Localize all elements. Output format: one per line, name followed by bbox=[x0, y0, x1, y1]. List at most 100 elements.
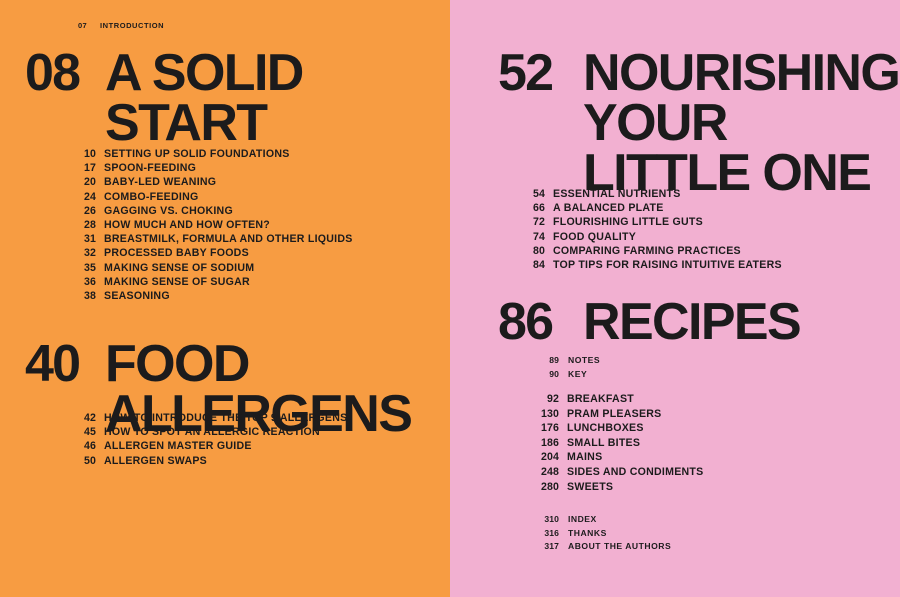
toc-entry-label: SEASONING bbox=[104, 289, 170, 302]
chapter-title: FOOD ALLERGENS bbox=[105, 335, 413, 443]
toc-entry-page: 84 bbox=[533, 258, 545, 271]
toc-entry-page: 10 bbox=[84, 148, 96, 160]
chapter-title: NOURISHING YOUR LITTLE ONE bbox=[583, 44, 900, 202]
toc-entry[interactable]: 204 MAINS bbox=[533, 451, 703, 466]
toc-entry[interactable]: 80 COMPARING FARMING PRACTICES bbox=[525, 245, 782, 259]
toc-entry-page: 66 bbox=[533, 202, 545, 215]
toc-entry-label: MAKING SENSE OF SODIUM bbox=[104, 261, 255, 274]
toc-entry[interactable]: 36 MAKING SENSE OF SUGAR bbox=[76, 276, 353, 290]
toc-entry-label: ESSENTIAL NUTRIENTS bbox=[553, 188, 681, 200]
toc-entry[interactable]: 54 ESSENTIAL NUTRIENTS bbox=[525, 188, 782, 202]
toc-entry[interactable]: 176 LUNCHBOXES bbox=[533, 422, 703, 437]
toc-entry[interactable]: 84 TOP TIPS FOR RAISING INTUITIVE EATERS bbox=[525, 259, 782, 273]
toc-list-recipes-front-matter: 89 NOTES 90 KEY bbox=[541, 355, 600, 382]
toc-entry[interactable]: 310 INDEX bbox=[541, 514, 671, 528]
chapter-number: 52 bbox=[498, 44, 554, 102]
toc-list-recipes-chapters: 92 BREAKFAST 130 PRAM PLEASERS 176 LUNCHBOX… bbox=[533, 393, 703, 495]
left-page: 07 INTRODUCTION 08 A SOLID START 10 SETTI… bbox=[0, 0, 450, 597]
toc-entry-page: 92 bbox=[547, 393, 559, 405]
toc-entry[interactable]: 32 PROCESSED BABY FOODS bbox=[76, 247, 353, 261]
toc-entry[interactable]: 66 A BALANCED PLATE bbox=[525, 202, 782, 216]
toc-entry[interactable]: 74 FOOD QUALITY bbox=[525, 231, 782, 245]
chapter-title: RECIPES bbox=[583, 293, 802, 351]
toc-entry-page: 35 bbox=[84, 261, 96, 274]
toc-entry[interactable]: 317 ABOUT THE AUTHORS bbox=[541, 541, 671, 555]
toc-entry-label: COMPARING FARMING PRACTICES bbox=[553, 244, 741, 257]
toc-entry[interactable]: 46 ALLERGEN MASTER GUIDE bbox=[76, 440, 347, 454]
toc-entry-label: FOOD QUALITY bbox=[553, 230, 637, 243]
toc-entry-page: 186 bbox=[541, 436, 559, 449]
toc-entry-label: ABOUT THE AUTHORS bbox=[568, 541, 672, 552]
toc-entry[interactable]: 89 NOTES bbox=[541, 355, 600, 369]
toc-entry[interactable]: 248 SIDES AND CONDIMENTS bbox=[533, 466, 703, 481]
toc-entry-page: 280 bbox=[541, 480, 559, 493]
toc-list-recipes-back-matter: 310 INDEX 316 THANKS 317 ABOUT THE AUTHORS bbox=[541, 514, 671, 555]
toc-entry-page: 80 bbox=[533, 244, 545, 257]
toc-entry-page: 310 bbox=[544, 514, 559, 524]
toc-entry-page: 42 bbox=[84, 412, 96, 424]
toc-entry-label: A BALANCED PLATE bbox=[553, 202, 664, 215]
right-page: 52 NOURISHING YOUR LITTLE ONE 54 ESSENTIA… bbox=[450, 0, 900, 597]
toc-entry-page: 36 bbox=[84, 275, 96, 288]
toc-entry-label: LUNCHBOXES bbox=[567, 422, 644, 435]
toc-entry-page: 46 bbox=[84, 440, 96, 453]
toc-entry-label: ALLERGEN SWAPS bbox=[104, 454, 207, 467]
running-head-label: INTRODUCTION bbox=[100, 21, 165, 30]
toc-entry[interactable]: 90 KEY bbox=[541, 369, 600, 383]
toc-entry-page: 316 bbox=[544, 527, 559, 538]
chapter-number: 40 bbox=[25, 335, 81, 393]
running-head: 07 INTRODUCTION bbox=[78, 21, 164, 30]
toc-entry-label: ALLERGEN MASTER GUIDE bbox=[104, 440, 252, 453]
toc-list-a-solid-start: 10 SETTING UP SOLID FOUNDATIONS 17 SPOON-F… bbox=[76, 148, 353, 304]
toc-entry[interactable]: 38 SEASONING bbox=[76, 290, 353, 304]
toc-entry[interactable]: 186 SMALL BITES bbox=[533, 437, 703, 452]
toc-entry-label: COMBO-FEEDING bbox=[104, 190, 199, 203]
toc-entry-label: SPOON-FEEDING bbox=[104, 162, 197, 175]
toc-entry-label: TOP TIPS FOR RAISING INTUITIVE EATERS bbox=[553, 258, 782, 271]
toc-entry[interactable]: 92 BREAKFAST bbox=[533, 393, 703, 408]
toc-entry-label: BREASTMILK, FORMULA AND OTHER LIQUIDS bbox=[104, 233, 353, 246]
toc-entry-label: FLOURISHING LITTLE GUTS bbox=[553, 216, 703, 229]
toc-entry[interactable]: 42 HOW TO INTRODUCE THE TOP 9 ALLERGENS bbox=[76, 412, 347, 426]
toc-entry-label: MAINS bbox=[567, 451, 603, 464]
toc-entry-page: 20 bbox=[84, 176, 96, 189]
toc-entry[interactable]: 10 SETTING UP SOLID FOUNDATIONS bbox=[76, 148, 353, 162]
chapter-number: 86 bbox=[498, 293, 554, 351]
toc-entry[interactable]: 50 ALLERGEN SWAPS bbox=[76, 455, 347, 469]
toc-entry-label: SWEETS bbox=[567, 480, 614, 493]
chapter-heading-nourishing-your-little-one: 52 NOURISHING YOUR LITTLE ONE bbox=[498, 44, 900, 202]
toc-entry[interactable]: 45 HOW TO SPOT AN ALLERGIC REACTION bbox=[76, 426, 347, 440]
toc-entry-page: 26 bbox=[84, 204, 96, 217]
toc-entry-label: INDEX bbox=[568, 514, 597, 524]
toc-entry[interactable]: 17 SPOON-FEEDING bbox=[76, 162, 353, 176]
toc-entry[interactable]: 72 FLOURISHING LITTLE GUTS bbox=[525, 216, 782, 230]
toc-entry[interactable]: 20 BABY-LED WEANING bbox=[76, 176, 353, 190]
toc-entry-page: 17 bbox=[84, 162, 96, 175]
toc-entry[interactable]: 31 BREASTMILK, FORMULA AND OTHER LIQUIDS bbox=[76, 233, 353, 247]
toc-entry-page: 74 bbox=[533, 230, 545, 243]
toc-entry-label: SIDES AND CONDIMENTS bbox=[567, 465, 704, 478]
toc-list-food-allergens: 42 HOW TO INTRODUCE THE TOP 9 ALLERGENS 4… bbox=[76, 412, 347, 469]
toc-entry-label: HOW TO INTRODUCE THE TOP 9 ALLERGENS bbox=[104, 412, 348, 424]
toc-entry[interactable]: 26 GAGGING VS. CHOKING bbox=[76, 205, 353, 219]
toc-entry-page: 54 bbox=[533, 188, 545, 200]
toc-entry-label: HOW MUCH AND HOW OFTEN? bbox=[104, 218, 271, 231]
toc-entry[interactable]: 35 MAKING SENSE OF SODIUM bbox=[76, 262, 353, 276]
toc-entry-label: THANKS bbox=[568, 527, 607, 538]
toc-list-nourishing-your-little-one: 54 ESSENTIAL NUTRIENTS 66 A BALANCED PLATE… bbox=[525, 188, 782, 273]
toc-entry-page: 130 bbox=[541, 407, 559, 420]
toc-entry-page: 32 bbox=[84, 247, 96, 260]
toc-entry[interactable]: 130 PRAM PLEASERS bbox=[533, 408, 703, 423]
chapter-heading-recipes: 86 RECIPES bbox=[498, 293, 802, 351]
toc-entry[interactable]: 316 THANKS bbox=[541, 528, 671, 542]
toc-entry[interactable]: 24 COMBO-FEEDING bbox=[76, 191, 353, 205]
toc-entry-label: BREAKFAST bbox=[567, 393, 634, 405]
toc-entry-label: SETTING UP SOLID FOUNDATIONS bbox=[104, 148, 290, 160]
toc-entry-label: NOTES bbox=[568, 355, 601, 365]
toc-entry-page: 38 bbox=[84, 289, 96, 302]
toc-entry-label: SMALL BITES bbox=[567, 436, 641, 449]
toc-entry[interactable]: 280 SWEETS bbox=[533, 481, 703, 496]
toc-entry-page: 24 bbox=[84, 190, 96, 203]
toc-entry[interactable]: 28 HOW MUCH AND HOW OFTEN? bbox=[76, 219, 353, 233]
